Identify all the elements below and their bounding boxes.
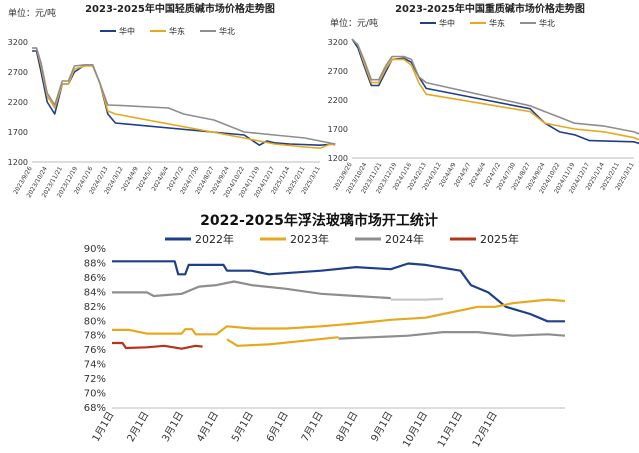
y-tick-label: 88% bbox=[84, 258, 106, 269]
series-line bbox=[32, 47, 336, 149]
y-tick-label: 2700 bbox=[328, 67, 348, 76]
heavy-soda-ash-chart: 单位：元/吨 2023-2025年中国重质碱市场价格走势图 华中 华东 华北 120… bbox=[328, 2, 639, 195]
series-line bbox=[351, 38, 639, 135]
y-tick-label: 86% bbox=[84, 273, 106, 284]
x-tick-label: 8月1日 bbox=[334, 410, 361, 444]
x-tick-label: 3月1日 bbox=[160, 410, 187, 444]
series-line bbox=[112, 341, 203, 350]
heavy-x-axis: 2023/9/262023/10/242023/11/212023/12/192… bbox=[332, 161, 636, 195]
series-line bbox=[338, 331, 566, 340]
legend-label: 2022年 bbox=[195, 232, 234, 246]
x-tick-label: 9月1日 bbox=[369, 410, 396, 444]
y-tick-label: 78% bbox=[84, 331, 106, 342]
y-tick-label: 82% bbox=[84, 302, 106, 313]
x-tick-label: 7月1日 bbox=[299, 410, 326, 444]
x-tick-label: 4月1日 bbox=[194, 410, 221, 444]
y-tick-label: 2700 bbox=[8, 68, 28, 77]
legend-label: 华中 bbox=[119, 26, 135, 36]
x-tick-label: 5月1日 bbox=[229, 410, 256, 444]
y-tick-label: 3200 bbox=[328, 38, 348, 47]
glass-chart-title: 2022-2025年浮法玻璃市场开工统计 bbox=[200, 212, 438, 229]
legend-label: 2025年 bbox=[480, 232, 519, 246]
x-tick-label: 2月1日 bbox=[125, 410, 152, 444]
heavy-legend: 华中 华东 华北 bbox=[420, 18, 555, 28]
light-x-axis: 2023/9/262023/10/242023/11/212023/12/192… bbox=[12, 165, 322, 199]
light-unit-label: 单位：元/吨 bbox=[8, 7, 56, 19]
y-tick-label: 74% bbox=[84, 360, 106, 371]
y-tick-label: 70% bbox=[84, 389, 106, 400]
x-tick-label: 10月1日 bbox=[400, 410, 430, 450]
legend-label: 华东 bbox=[169, 26, 185, 36]
legend-label: 2023年 bbox=[290, 232, 329, 246]
heavy-chart-title: 2023-2025年中国重质碱市场价格走势图 bbox=[395, 2, 585, 15]
legend-label: 2024年 bbox=[385, 232, 424, 246]
y-tick-label: 1200 bbox=[8, 158, 28, 167]
light-chart-title: 2023-2025年中国轻质碱市场价格走势图 bbox=[85, 2, 275, 15]
glass-series-group bbox=[112, 260, 566, 350]
series-line bbox=[351, 38, 639, 141]
legend-label: 华北 bbox=[539, 18, 555, 28]
legend-label: 华东 bbox=[489, 18, 505, 28]
heavy-series-group bbox=[351, 38, 639, 145]
y-tick-label: 76% bbox=[84, 345, 106, 356]
series-line bbox=[112, 298, 566, 336]
series-line bbox=[390, 297, 444, 301]
y-tick-label: 68% bbox=[84, 403, 106, 414]
series-line bbox=[226, 336, 339, 347]
glass-legend: 2022年 2023年 2024年 2025年 bbox=[165, 232, 519, 246]
y-tick-label: 80% bbox=[84, 316, 106, 327]
heavy-y-axis: 1200 1700 2200 2700 3200 bbox=[328, 38, 634, 163]
y-tick-label: 2200 bbox=[8, 98, 28, 107]
x-tick-label: 1月1日 bbox=[90, 410, 117, 444]
series-line bbox=[32, 47, 336, 145]
light-y-axis: 1200 1700 2200 2700 3200 bbox=[8, 38, 320, 167]
y-tick-label: 1700 bbox=[328, 125, 348, 134]
y-tick-label: 1700 bbox=[8, 128, 28, 137]
legend-label: 华北 bbox=[219, 26, 235, 36]
y-tick-label: 84% bbox=[84, 287, 106, 298]
y-tick-label: 3200 bbox=[8, 38, 28, 47]
x-tick-label: 11月1日 bbox=[435, 410, 465, 450]
series-line bbox=[112, 280, 391, 300]
x-tick-label: 6月1日 bbox=[264, 410, 291, 444]
series-line bbox=[112, 260, 565, 323]
light-series-group bbox=[32, 47, 336, 149]
light-soda-ash-chart: 单位：元/吨 2023-2025年中国轻质碱市场价格走势图 华中 华东 华北 120… bbox=[8, 2, 336, 199]
y-tick-label: 1200 bbox=[328, 154, 348, 163]
x-tick-label: 12月1日 bbox=[470, 410, 500, 450]
legend-label: 华中 bbox=[439, 18, 455, 28]
light-legend: 华中 华东 华北 bbox=[100, 26, 235, 36]
y-tick-label: 2200 bbox=[328, 96, 348, 105]
y-tick-label: 72% bbox=[84, 374, 106, 385]
y-tick-label: 90% bbox=[84, 244, 106, 255]
glass-x-axis: 1月1日 2月1日 3月1日 4月1日 5月1日 6月1日 7月1日 8月1日 9月1日 10月1… bbox=[90, 410, 500, 450]
glass-y-axis: 68% 70% 72% 74% 76% 78% 80% 82% 84% 86% 88% 90% bbox=[84, 244, 565, 414]
float-glass-chart: 2022-2025年浮法玻璃市场开工统计 2022年 2023年 2024年 2025… bbox=[84, 212, 566, 450]
heavy-unit-label: 单位：元/吨 bbox=[330, 17, 378, 29]
